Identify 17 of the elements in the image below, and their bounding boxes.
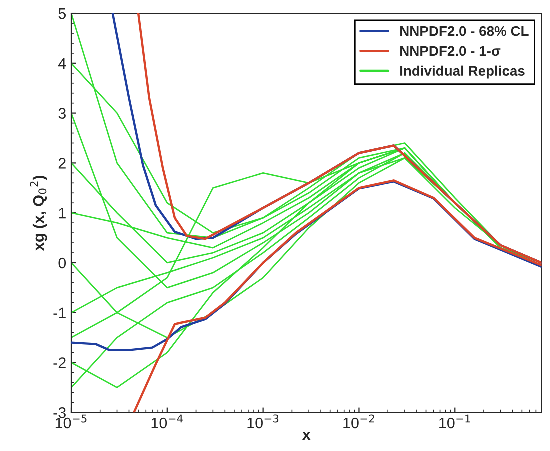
y-tick-label: 3 — [58, 108, 66, 119]
y-axis-title: xg (x, Q$_{0}$$^{2}$) — [30, 176, 48, 251]
y-tick-label: -1 — [54, 308, 66, 318]
y-tick-label: 1 — [59, 208, 66, 219]
legend-label: Individual Replicas — [400, 66, 525, 79]
y-tick-label: 0 — [58, 258, 66, 269]
y-tick-label: -2 — [54, 358, 66, 368]
y-tick-label: 2 — [58, 158, 66, 169]
legend-label: NNPDF2.0 - 1-σ — [400, 46, 501, 56]
x-tick-label: 10$^{−4}$ — [152, 414, 183, 429]
x-tick-label: 10$^{−3}$ — [248, 414, 279, 429]
y-tick-label: 4 — [58, 58, 66, 69]
x-axis-title: x — [302, 432, 311, 440]
y-tick-label: 5 — [58, 8, 66, 20]
x-tick-label: 10$^{−1}$ — [440, 414, 470, 429]
legend-label: NNPDF2.0 - 68% CL — [400, 26, 529, 36]
x-tick-label: 10$^{−2}$ — [344, 414, 374, 429]
